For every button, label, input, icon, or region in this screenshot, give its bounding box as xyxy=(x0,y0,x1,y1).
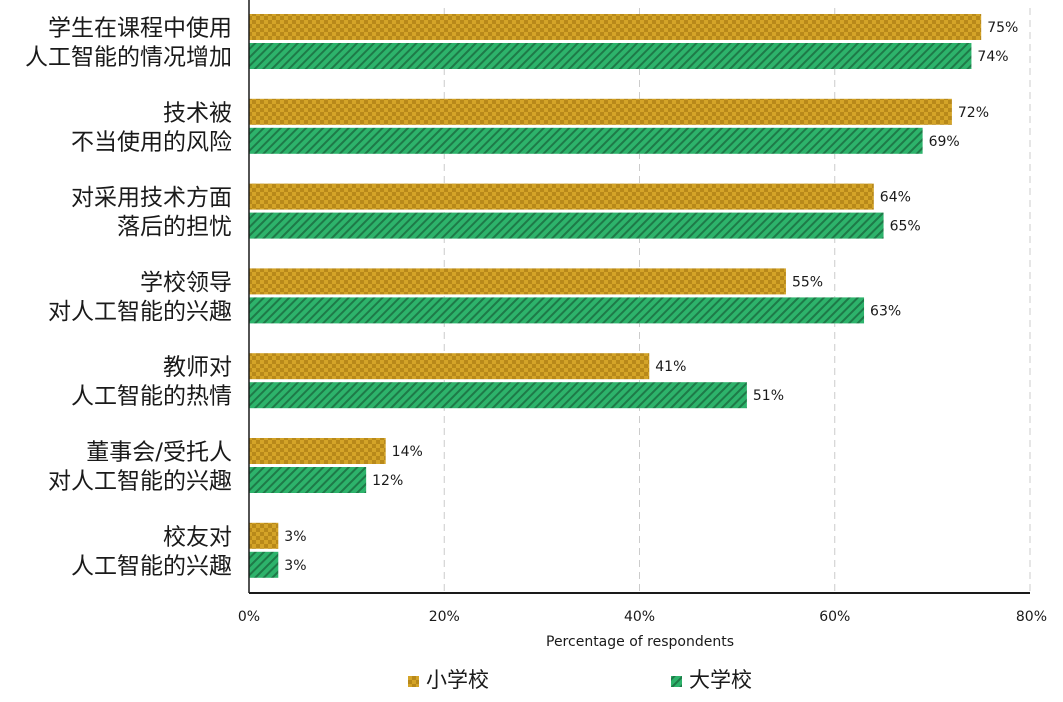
legend-swatch-university xyxy=(671,676,682,687)
category-label-0-line-1: 人工智能的情况增加 xyxy=(25,45,232,71)
category-label-0-line-0: 学生在课程中使用 xyxy=(48,16,232,42)
value-label-university-5: 12% xyxy=(372,473,403,489)
bar-university-3 xyxy=(249,297,865,324)
x-tick-label-40: 40% xyxy=(624,609,655,625)
value-label-primary-school-3: 55% xyxy=(792,274,823,290)
value-label-primary-school-1: 72% xyxy=(958,105,989,121)
category-label-2-line-1: 落后的担忧 xyxy=(117,214,232,240)
category-label-1-line-1: 不当使用的风险 xyxy=(71,129,232,155)
category-label-2-line-0: 对采用技术方面 xyxy=(71,185,232,211)
category-label-5-line-1: 对人工智能的兴趣 xyxy=(48,469,232,495)
bar-primary-school-2 xyxy=(249,183,874,210)
category-label-1-line-0: 技术被 xyxy=(163,100,232,126)
category-label-4-line-0: 教师对 xyxy=(163,355,232,381)
bar-primary-school-5 xyxy=(249,438,386,464)
x-tick-label-60: 60% xyxy=(819,609,850,625)
legend-label-university: 大学校 xyxy=(689,668,752,692)
x-axis-title: Percentage of respondents xyxy=(546,634,734,650)
value-label-university-0: 74% xyxy=(977,49,1008,65)
bar-primary-school-0 xyxy=(249,14,982,40)
value-label-university-2: 65% xyxy=(890,219,921,235)
category-label-3-line-0: 学校领导 xyxy=(140,270,232,296)
x-tick-label-80: 80% xyxy=(1016,609,1047,625)
bar-primary-school-4 xyxy=(249,353,650,380)
category-label-6-line-1: 人工智能的兴趣 xyxy=(71,553,232,579)
value-label-university-3: 63% xyxy=(870,303,901,319)
value-label-primary-school-4: 41% xyxy=(655,359,686,375)
category-label-4-line-1: 人工智能的热情 xyxy=(71,384,232,410)
value-label-university-4: 51% xyxy=(753,388,784,404)
category-label-3-line-1: 对人工智能的兴趣 xyxy=(48,299,232,325)
value-label-primary-school-2: 64% xyxy=(880,190,911,206)
bar-university-0 xyxy=(249,43,972,69)
value-label-university-6: 3% xyxy=(284,558,306,574)
value-label-primary-school-0: 75% xyxy=(987,20,1018,36)
category-label-5-line-0: 董事会/受托人 xyxy=(86,440,232,466)
value-label-primary-school-5: 14% xyxy=(392,444,423,460)
bar-university-5 xyxy=(249,467,367,493)
bar-university-6 xyxy=(249,551,279,578)
bar-university-1 xyxy=(249,127,923,154)
legend-label-primary-school: 小学校 xyxy=(426,668,489,692)
legend-swatch-primary-school xyxy=(408,676,419,687)
x-tick-label-20: 20% xyxy=(429,609,460,625)
x-tick-label-0: 0% xyxy=(238,609,260,625)
bar-primary-school-1 xyxy=(249,98,952,125)
bar-university-2 xyxy=(249,212,884,239)
value-label-primary-school-6: 3% xyxy=(284,529,306,545)
bar-university-4 xyxy=(249,382,747,409)
bar-primary-school-6 xyxy=(249,522,279,549)
bar-primary-school-3 xyxy=(249,268,786,295)
category-label-6-line-0: 校友对 xyxy=(163,524,232,550)
value-label-university-1: 69% xyxy=(929,134,960,150)
